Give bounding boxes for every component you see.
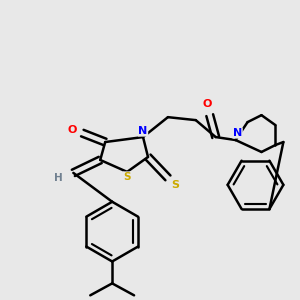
Text: N: N <box>138 126 148 136</box>
Text: H: H <box>54 173 63 183</box>
Text: O: O <box>202 99 211 109</box>
Text: S: S <box>171 180 179 190</box>
Text: O: O <box>68 125 77 135</box>
Text: S: S <box>123 172 131 182</box>
Text: N: N <box>233 128 242 138</box>
